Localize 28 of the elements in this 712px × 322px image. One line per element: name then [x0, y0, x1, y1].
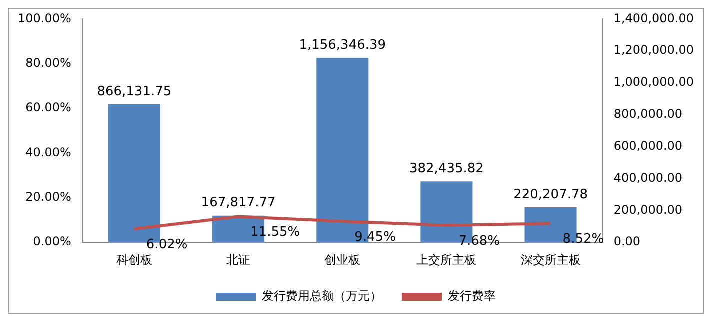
data-label: 1,156,346.39 — [299, 38, 386, 53]
y-tick-label: 20.00% — [26, 190, 72, 204]
y2-tick-label: 1,400,000.00 — [614, 11, 694, 26]
y2-tick-label: 1,000,000.00 — [614, 75, 694, 90]
y-tick-label: 100.00% — [18, 11, 72, 26]
y2-tick-label: 1,200,000.00 — [614, 43, 694, 58]
y2-tick-label: 600,000.00 — [614, 138, 683, 153]
x-tick-label: 创业板 — [324, 252, 361, 267]
x-tick-label: 上交所主板 — [416, 252, 477, 267]
legend-label: 发行费用总额（万元） — [262, 289, 382, 304]
x-tick-label: 科创板 — [116, 252, 152, 267]
x-tick-label: 深交所主板 — [520, 252, 581, 267]
data-label: 382,435.82 — [409, 161, 484, 176]
y-tick-label: 60.00% — [26, 100, 72, 115]
y-tick-label: 80.00% — [26, 56, 72, 70]
y2-tick-label: 0.00 — [614, 234, 641, 249]
legend-label: 发行费率 — [448, 289, 496, 304]
y2-tick-label: 200,000.00 — [614, 202, 683, 217]
y-tick-label: 40.00% — [26, 145, 72, 160]
data-label: 6.02% — [146, 238, 188, 253]
y2-tick-label: 400,000.00 — [614, 170, 683, 185]
x-tick-label: 北证 — [226, 252, 251, 267]
data-label: 866,131.75 — [97, 84, 172, 100]
y2-tick-label: 800,000.00 — [614, 107, 683, 122]
data-label: 167,817.77 — [201, 196, 276, 211]
y-tick-label: 0.00% — [33, 234, 72, 249]
data-label: 7.68% — [458, 234, 500, 249]
data-label: 220,207.78 — [514, 187, 588, 202]
